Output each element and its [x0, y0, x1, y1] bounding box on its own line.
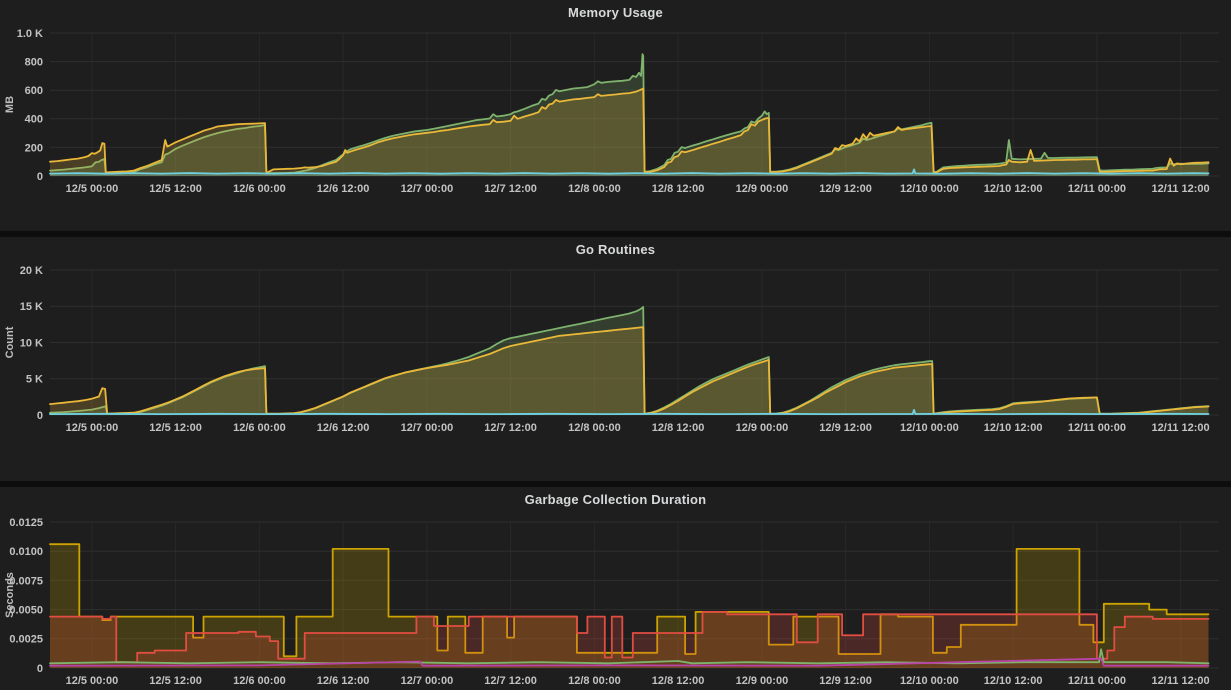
y-tick-label: 0.0125 — [9, 517, 43, 529]
x-tick-label: 12/7 12:00 — [484, 183, 537, 195]
x-tick-label: 12/7 00:00 — [401, 183, 454, 195]
x-tick-label: 12/10 00:00 — [900, 675, 959, 687]
x-tick-label: 12/5 00:00 — [66, 422, 119, 434]
y-tick-label: 15 K — [20, 301, 43, 313]
y-tick-label: 0.0100 — [9, 546, 43, 558]
series-fill-green — [50, 54, 1209, 177]
x-tick-label: 12/9 00:00 — [736, 422, 789, 434]
panel-title-garbage-collection-duration[interactable]: Garbage Collection Duration — [524, 492, 707, 507]
x-tick-label: 12/6 12:00 — [317, 675, 370, 687]
series-line-cyan — [49, 408, 1210, 416]
panel-title-memory-usage[interactable]: Memory Usage — [568, 5, 663, 20]
x-tick-label: 12/8 12:00 — [652, 675, 705, 687]
series-line-green — [49, 648, 1210, 665]
x-tick-label: 12/10 12:00 — [984, 675, 1043, 687]
x-tick-label: 12/5 00:00 — [66, 183, 119, 195]
y-axis-label: Seconds — [4, 572, 16, 618]
x-tick-label: 12/8 00:00 — [568, 675, 621, 687]
series-line-yellow — [49, 87, 1210, 174]
y-tick-label: 0 — [37, 410, 43, 422]
x-tick-label: 12/7 12:00 — [484, 422, 537, 434]
y-tick-label: 0.0075 — [9, 575, 43, 587]
x-tick-label: 12/9 00:00 — [736, 183, 789, 195]
x-tick-label: 12/6 12:00 — [317, 422, 370, 434]
y-tick-label: 800 — [25, 56, 43, 68]
panel-go-routines: Go Routines 0 5 K 10 K 15 K 20 K 12/5 00:00 12… — [0, 237, 1231, 481]
y-tick-label: 20 K — [20, 265, 43, 277]
x-tick-label: 12/6 12:00 — [317, 183, 370, 195]
series-fill-red — [50, 611, 1209, 668]
x-tick-label: 12/10 12:00 — [984, 422, 1043, 434]
panel-memory-usage: Memory Usage 0 200 400 600 800 1.0 K 12/5 00:0… — [0, 0, 1231, 231]
series-fill-cyan — [50, 169, 1209, 176]
x-tick-label: 12/10 00:00 — [900, 183, 959, 195]
x-tick-label: 12/5 12:00 — [149, 422, 202, 434]
x-tick-label: 12/7 12:00 — [484, 675, 537, 687]
series-line-yellow — [49, 326, 1210, 415]
series-line-red — [49, 611, 1210, 664]
series-fill-yellow — [50, 327, 1209, 415]
x-tick-label: 12/5 12:00 — [149, 675, 202, 687]
series-line-purple — [49, 657, 1210, 667]
y-tick-label: 0.0025 — [9, 634, 43, 646]
x-tick-label: 12/8 12:00 — [652, 183, 705, 195]
series-fill-green — [50, 307, 1209, 415]
y-tick-label: 0.0050 — [9, 604, 43, 616]
series-line-cyan — [49, 168, 1210, 175]
y-axis-label: MB — [4, 96, 16, 113]
series-line-yellow — [49, 543, 1210, 658]
y-axis-label: Count — [4, 326, 16, 358]
x-tick-label: 12/11 12:00 — [1152, 422, 1210, 434]
panel-garbage-collection-duration: Garbage Collection Duration 0 0.0025 0.005… — [0, 487, 1231, 690]
series-fill-yellow — [50, 88, 1209, 176]
x-tick-label: 12/11 00:00 — [1068, 183, 1126, 195]
x-tick-label: 12/5 00:00 — [66, 675, 119, 687]
x-tick-label: 12/7 00:00 — [401, 422, 454, 434]
x-tick-label: 12/11 00:00 — [1068, 675, 1126, 687]
x-tick-label: 12/6 00:00 — [233, 183, 286, 195]
x-tick-label: 12/11 12:00 — [1152, 183, 1210, 195]
x-tick-label: 12/9 12:00 — [819, 183, 872, 195]
x-tick-label: 12/6 00:00 — [233, 675, 286, 687]
x-tick-label: 12/10 00:00 — [900, 422, 959, 434]
x-tick-label: 12/9 12:00 — [819, 422, 872, 434]
panel-title-go-routines[interactable]: Go Routines — [575, 242, 656, 257]
series-fill-yellow — [50, 544, 1209, 668]
y-tick-label: 10 K — [20, 337, 43, 349]
x-tick-label: 12/9 00:00 — [736, 675, 789, 687]
memory-usage-chart[interactable]: 0 200 400 600 800 1.0 K 12/5 00:00 12/5 12:00 12… — [0, 0, 1231, 231]
x-tick-label: 12/11 12:00 — [1152, 675, 1210, 687]
x-tick-label: 12/7 00:00 — [401, 675, 454, 687]
x-tick-label: 12/9 12:00 — [819, 675, 872, 687]
y-tick-label: 5 K — [26, 374, 43, 386]
x-tick-label: 12/8 00:00 — [568, 183, 621, 195]
x-tick-label: 12/10 12:00 — [984, 183, 1043, 195]
x-tick-label: 12/8 12:00 — [652, 422, 705, 434]
y-tick-label: 600 — [25, 85, 43, 97]
y-tick-label: 0 — [37, 171, 43, 183]
y-tick-label: 400 — [25, 114, 43, 126]
x-tick-label: 12/11 00:00 — [1068, 422, 1126, 434]
x-tick-label: 12/8 00:00 — [568, 422, 621, 434]
y-tick-label: 1.0 K — [17, 28, 43, 40]
y-tick-label: 0 — [37, 663, 43, 675]
x-tick-label: 12/6 00:00 — [233, 422, 286, 434]
y-tick-label: 200 — [25, 142, 43, 154]
x-tick-label: 12/5 12:00 — [149, 183, 202, 195]
go-routines-chart[interactable]: 0 5 K 10 K 15 K 20 K 12/5 00:00 12/5 12:00 12/6… — [0, 237, 1231, 481]
garbage-collection-duration-chart[interactable]: 0 0.0025 0.0050 0.0075 0.0100 0.0125 12/5 00:0… — [0, 487, 1231, 690]
